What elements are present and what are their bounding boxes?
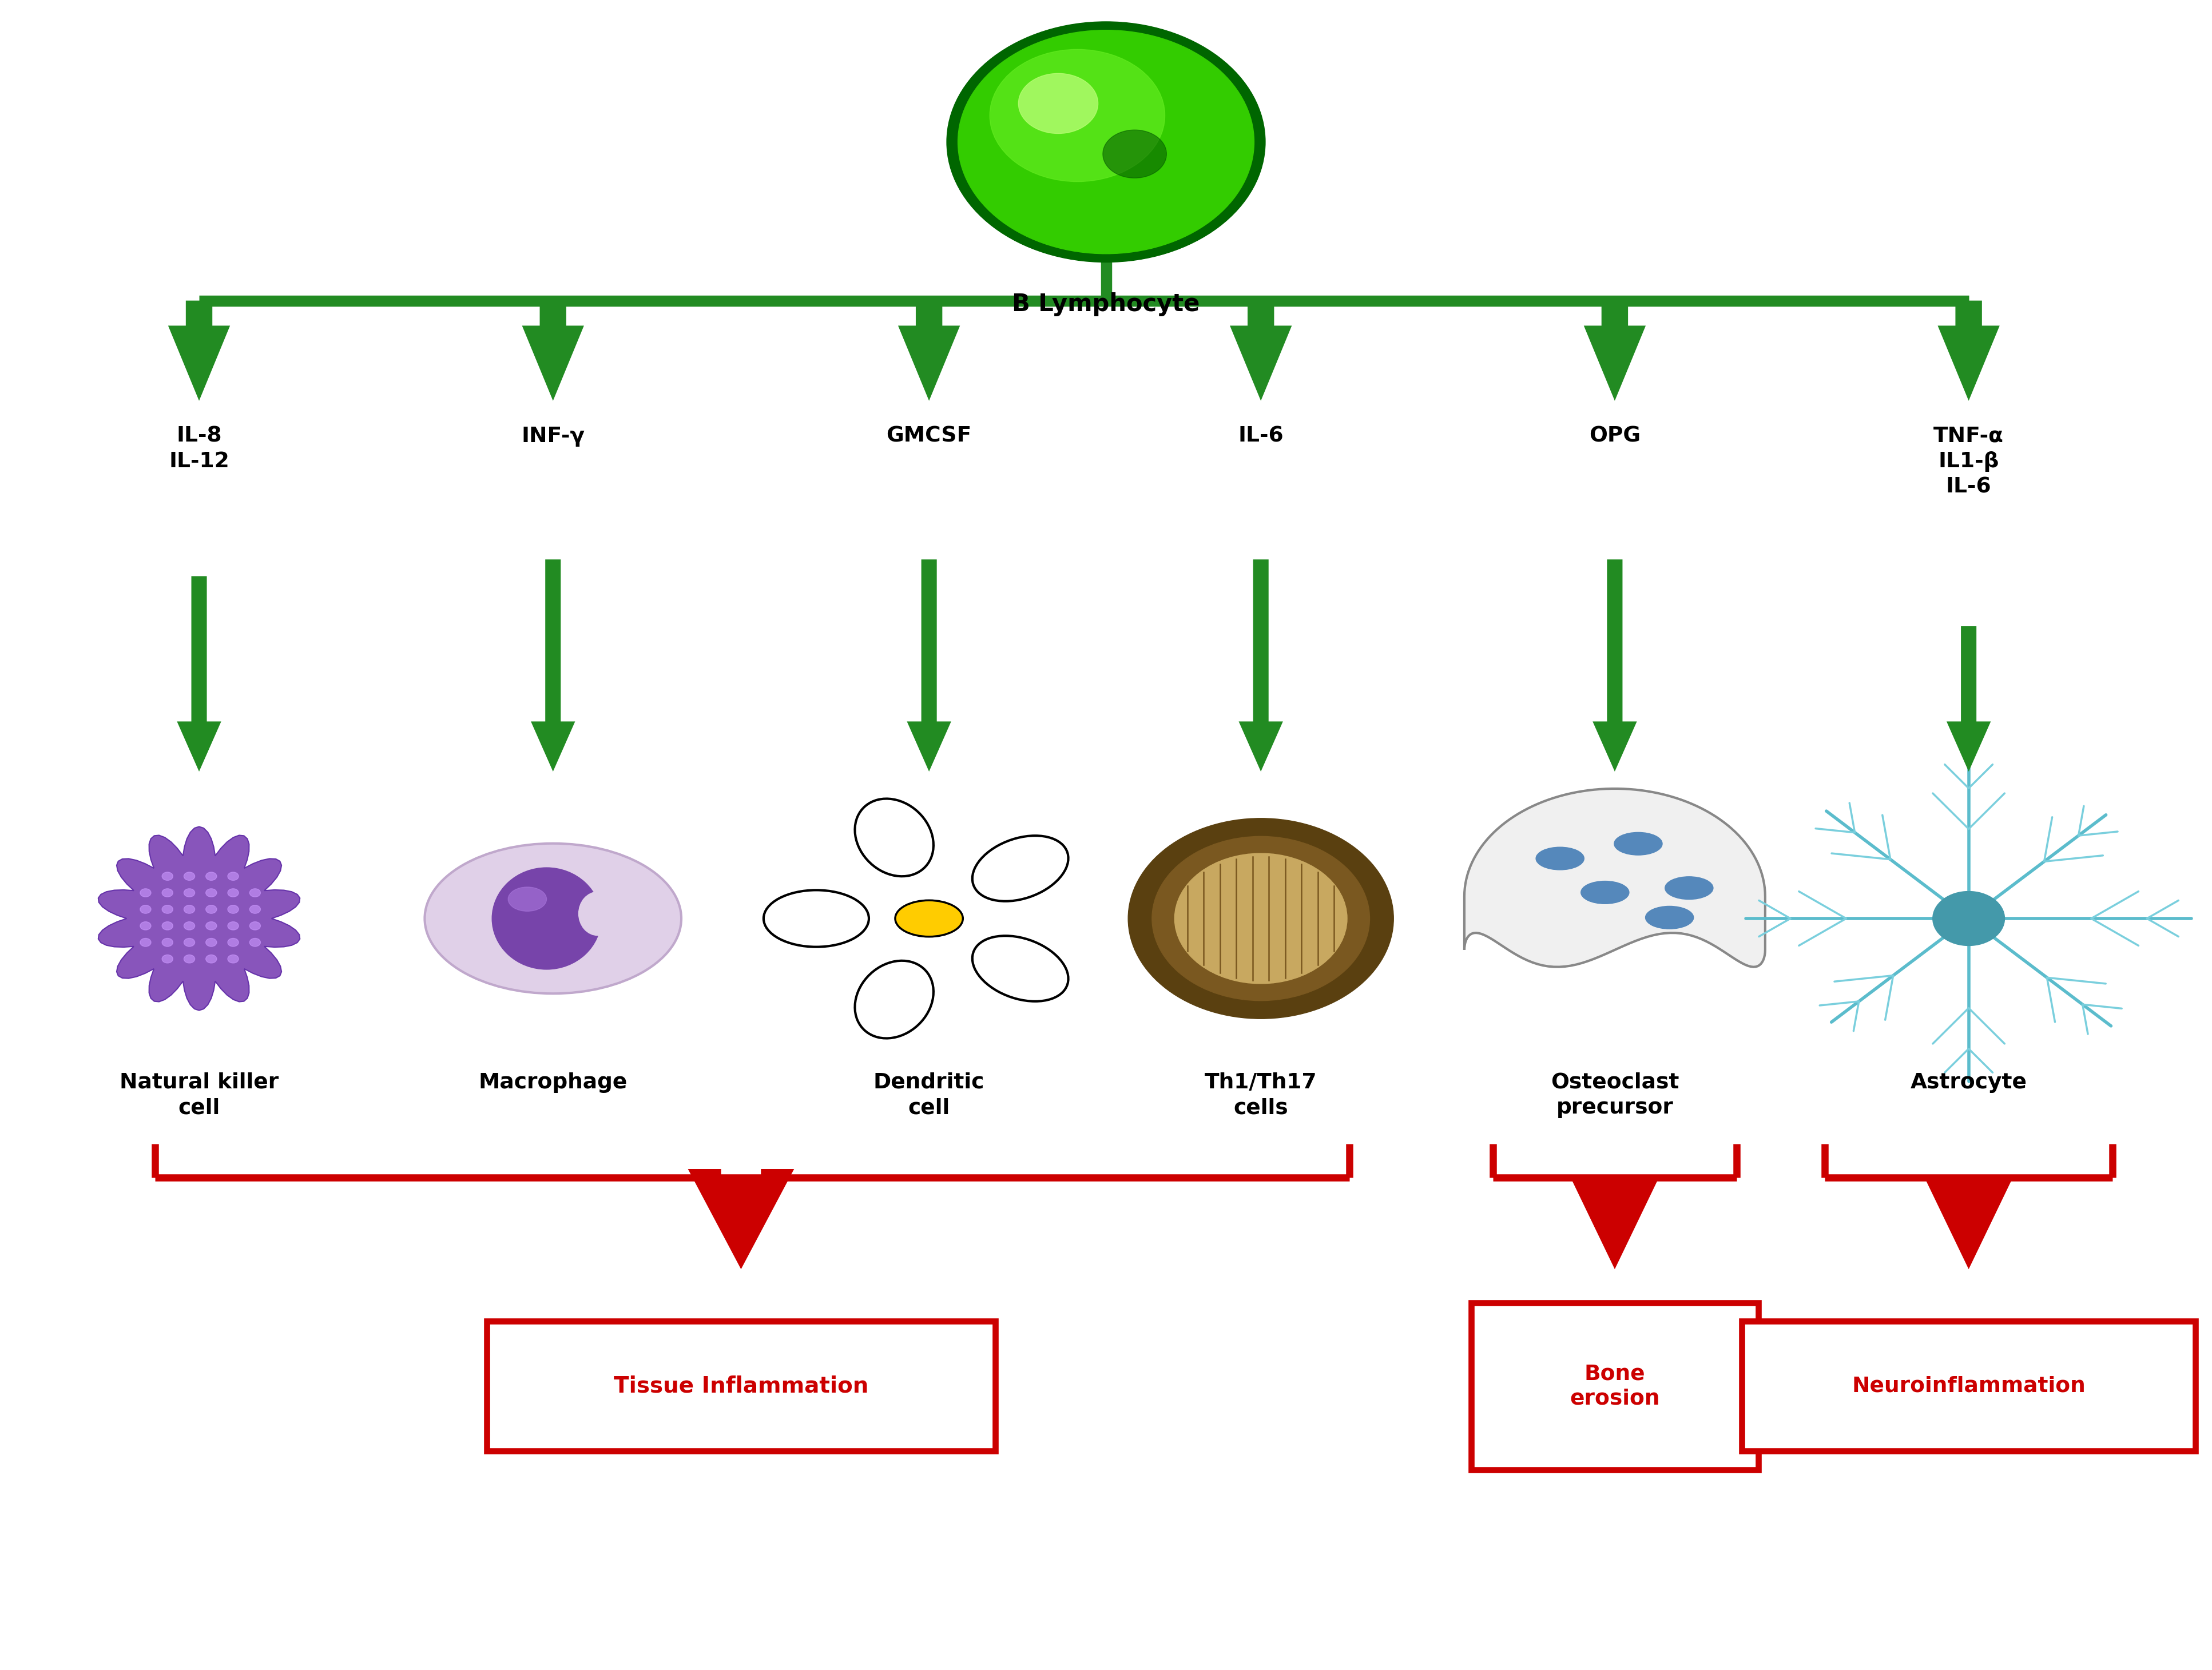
Circle shape [206, 955, 217, 964]
Ellipse shape [1535, 847, 1584, 870]
Circle shape [250, 888, 261, 897]
Text: Dendritic
cell: Dendritic cell [874, 1072, 984, 1119]
Text: IL-8
IL-12: IL-8 IL-12 [168, 426, 230, 473]
FancyArrow shape [168, 301, 230, 401]
Circle shape [184, 888, 195, 897]
Circle shape [1128, 818, 1394, 1019]
Circle shape [1175, 853, 1347, 984]
FancyArrow shape [1230, 301, 1292, 401]
FancyArrow shape [1584, 301, 1646, 401]
Text: INF-γ: INF-γ [522, 426, 584, 446]
FancyArrow shape [531, 559, 575, 772]
Circle shape [139, 905, 150, 913]
Polygon shape [97, 827, 301, 1010]
FancyArrow shape [898, 301, 960, 401]
Circle shape [228, 939, 239, 947]
Circle shape [250, 905, 261, 913]
Ellipse shape [580, 892, 617, 935]
Text: OPG: OPG [1588, 426, 1641, 446]
Circle shape [206, 905, 217, 913]
Circle shape [184, 955, 195, 964]
Text: Macrophage: Macrophage [478, 1072, 628, 1092]
Ellipse shape [1615, 832, 1661, 855]
Circle shape [1933, 892, 2004, 945]
Text: Natural killer
cell: Natural killer cell [119, 1072, 279, 1119]
Circle shape [161, 905, 173, 913]
Text: Neuroinflammation: Neuroinflammation [1851, 1376, 2086, 1396]
Circle shape [228, 905, 239, 913]
FancyArrow shape [688, 1169, 794, 1269]
Text: GMCSF: GMCSF [887, 426, 971, 446]
Circle shape [139, 939, 150, 947]
Circle shape [1152, 837, 1369, 1000]
Text: Astrocyte: Astrocyte [1911, 1072, 2026, 1092]
Circle shape [228, 872, 239, 880]
Circle shape [958, 30, 1254, 254]
Circle shape [139, 922, 150, 930]
FancyBboxPatch shape [1471, 1303, 1759, 1470]
Ellipse shape [763, 890, 869, 947]
Circle shape [250, 939, 261, 947]
Circle shape [228, 922, 239, 930]
Text: Bone
erosion: Bone erosion [1571, 1363, 1659, 1409]
Ellipse shape [509, 887, 546, 912]
Circle shape [1018, 73, 1097, 134]
Circle shape [161, 955, 173, 964]
Circle shape [184, 872, 195, 880]
Circle shape [139, 888, 150, 897]
Text: Th1/Th17
cells: Th1/Th17 cells [1206, 1072, 1316, 1119]
Text: Tissue Inflammation: Tissue Inflammation [613, 1374, 869, 1398]
Ellipse shape [896, 900, 962, 937]
Circle shape [184, 922, 195, 930]
Ellipse shape [854, 798, 933, 877]
Circle shape [161, 888, 173, 897]
Circle shape [161, 922, 173, 930]
Circle shape [228, 888, 239, 897]
Ellipse shape [1646, 907, 1694, 929]
Circle shape [228, 955, 239, 964]
Circle shape [947, 22, 1265, 262]
Text: B Lymphocyte: B Lymphocyte [1013, 292, 1199, 316]
Ellipse shape [425, 843, 681, 994]
Text: TNF-α
IL1-β
IL-6: TNF-α IL1-β IL-6 [1933, 426, 2004, 498]
FancyArrow shape [1947, 626, 1991, 772]
Ellipse shape [491, 868, 602, 969]
FancyArrow shape [1924, 1177, 2013, 1269]
Circle shape [206, 939, 217, 947]
Ellipse shape [1582, 882, 1628, 903]
Circle shape [206, 888, 217, 897]
Circle shape [161, 872, 173, 880]
FancyArrow shape [1593, 559, 1637, 772]
Circle shape [206, 872, 217, 880]
Circle shape [250, 922, 261, 930]
FancyBboxPatch shape [1743, 1321, 2194, 1451]
Ellipse shape [973, 835, 1068, 902]
FancyArrow shape [177, 576, 221, 772]
Circle shape [1104, 130, 1166, 179]
FancyArrow shape [907, 559, 951, 772]
Polygon shape [1464, 788, 1765, 967]
Circle shape [206, 922, 217, 930]
Ellipse shape [854, 960, 933, 1039]
FancyArrow shape [1938, 301, 2000, 401]
FancyArrow shape [1571, 1177, 1659, 1269]
Text: Osteoclast
precursor: Osteoclast precursor [1551, 1072, 1679, 1119]
FancyArrow shape [1239, 559, 1283, 772]
Circle shape [184, 905, 195, 913]
FancyArrow shape [522, 301, 584, 401]
Circle shape [184, 939, 195, 947]
Circle shape [989, 50, 1166, 182]
Ellipse shape [973, 935, 1068, 1002]
Ellipse shape [1666, 877, 1712, 900]
Text: IL-6: IL-6 [1239, 426, 1283, 446]
Circle shape [161, 939, 173, 947]
FancyBboxPatch shape [487, 1321, 995, 1451]
